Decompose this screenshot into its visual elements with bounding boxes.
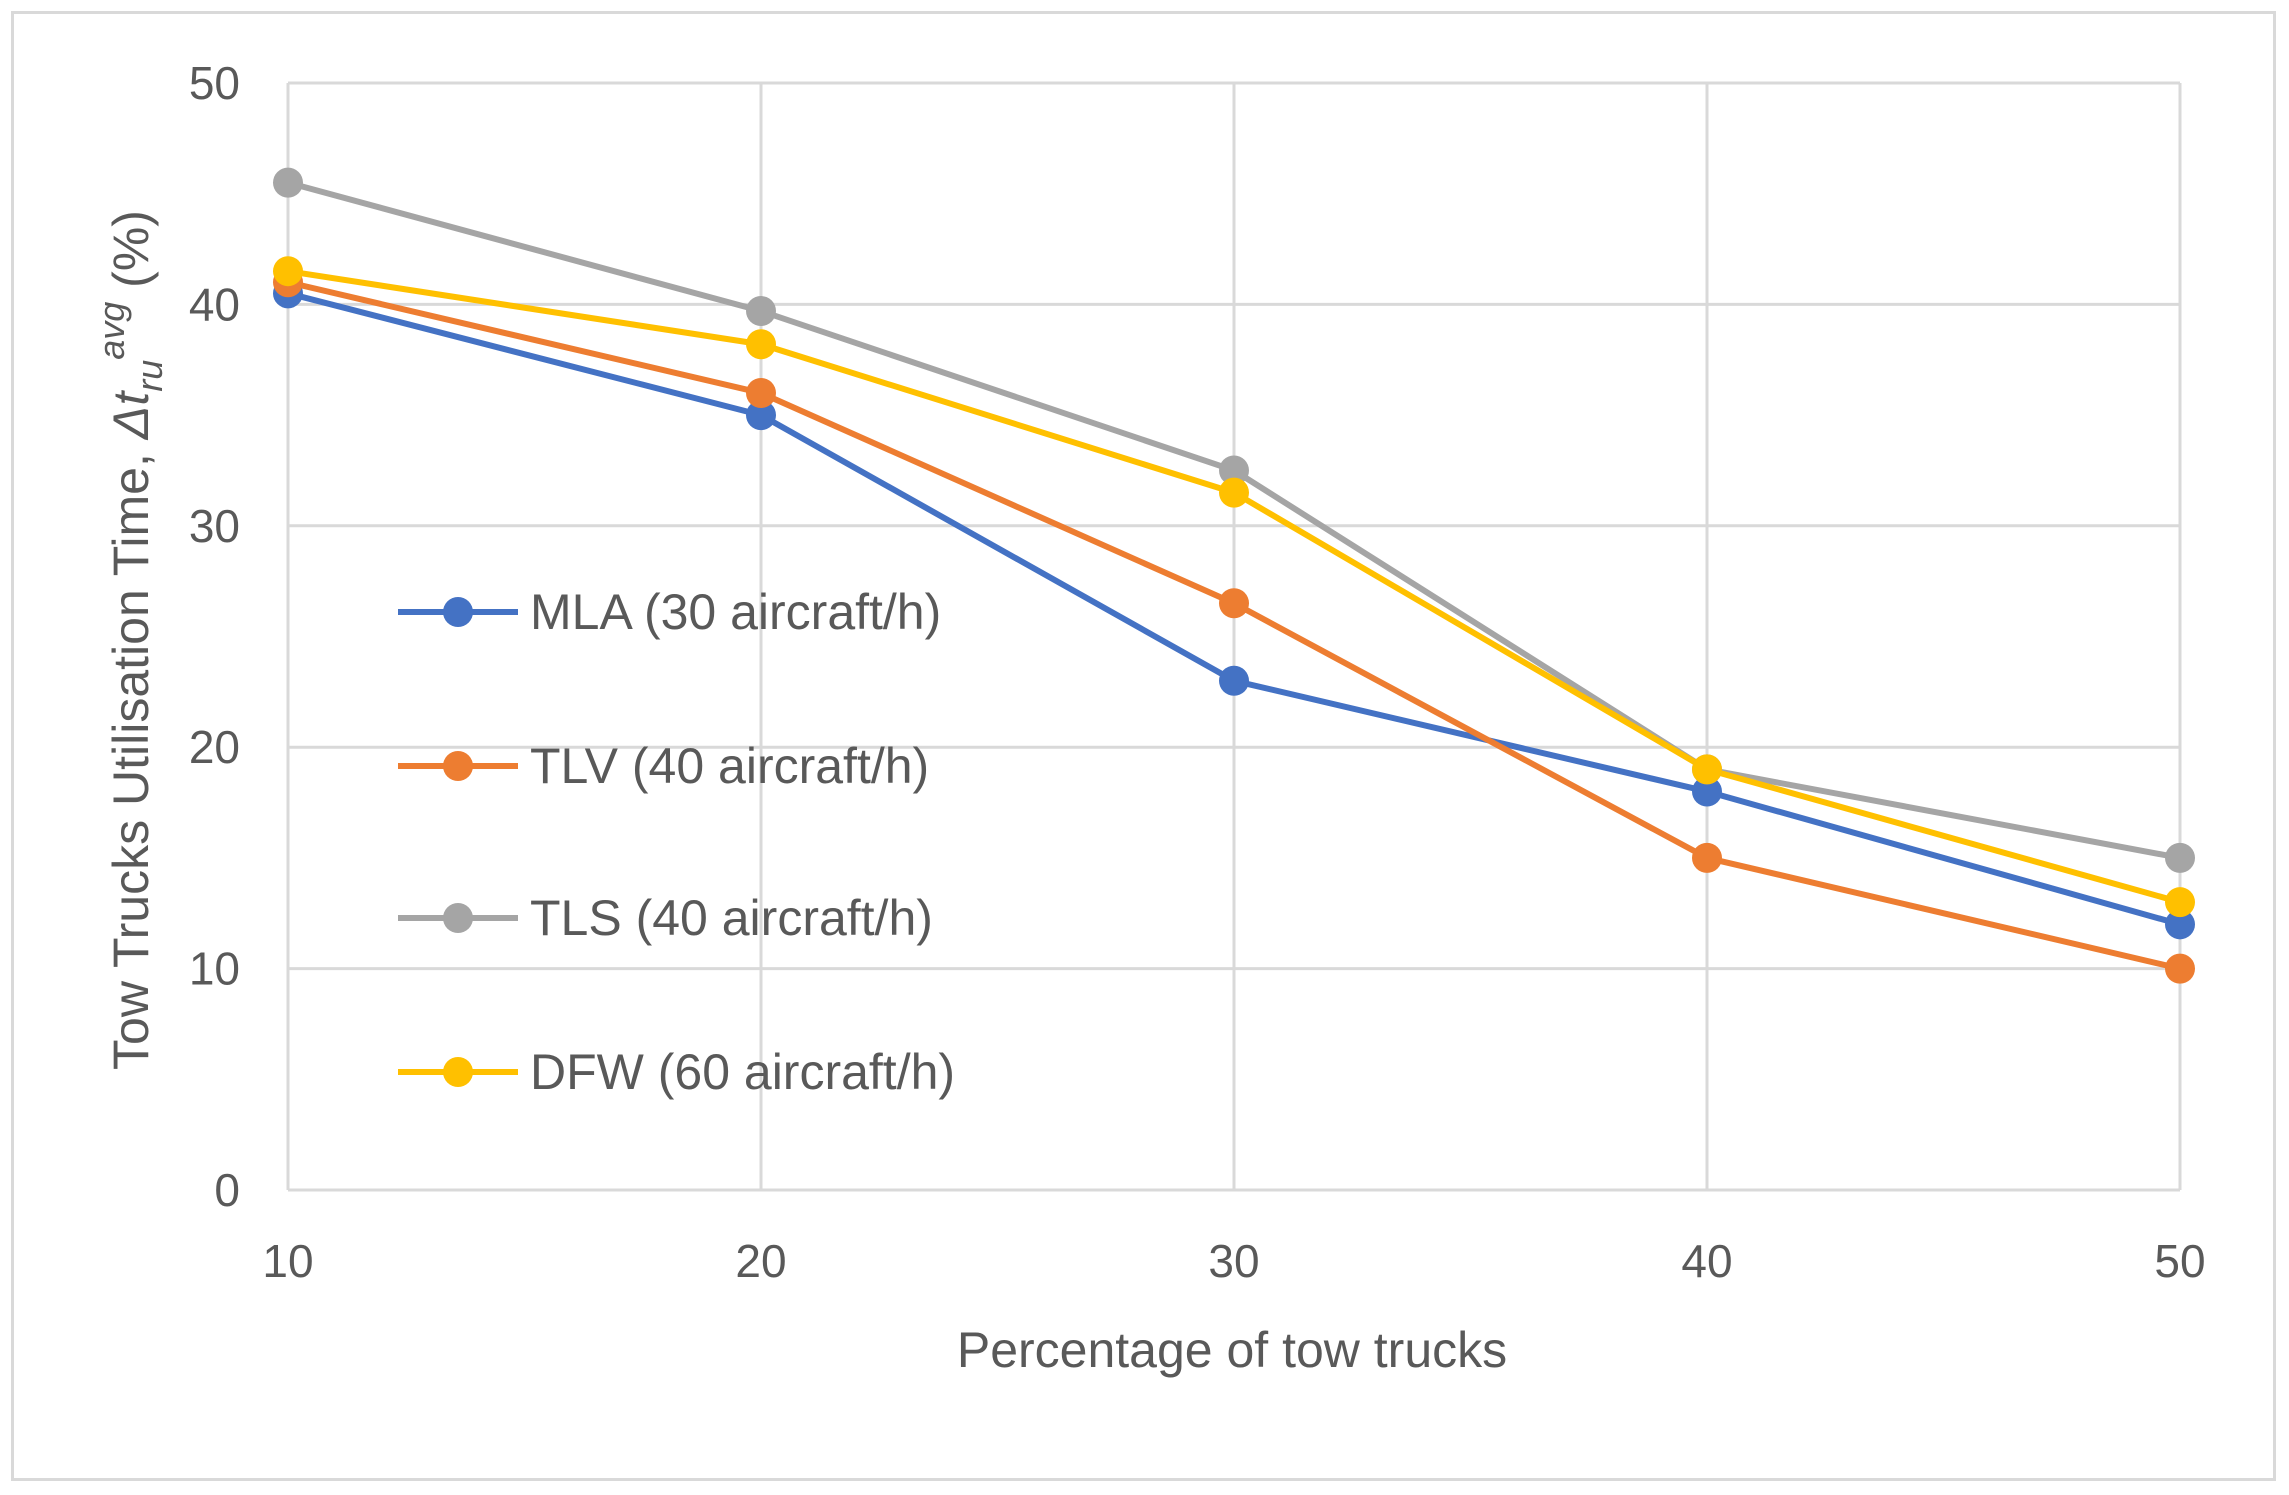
legend-label: DFW (60 aircraft/h) bbox=[530, 1044, 955, 1100]
legend-entry: TLS (40 aircraft/h) bbox=[398, 890, 933, 946]
data-point bbox=[1692, 842, 1722, 873]
x-tick-labels: 10 20 30 40 50 bbox=[262, 1235, 2205, 1287]
x-tick-label: 30 bbox=[1208, 1235, 1259, 1287]
y-tick-label: 30 bbox=[189, 500, 240, 552]
y-axis-title-unit: (%) bbox=[103, 210, 159, 302]
legend-entry: TLV (40 aircraft/h) bbox=[398, 738, 929, 794]
data-point bbox=[2165, 887, 2195, 918]
data-point bbox=[1692, 776, 1722, 807]
data-point bbox=[1219, 455, 1249, 486]
legend-label: TLS (40 aircraft/h) bbox=[530, 890, 933, 946]
data-point bbox=[273, 256, 303, 287]
data-point bbox=[1219, 588, 1249, 619]
x-tick-label: 10 bbox=[262, 1235, 313, 1287]
x-tick-label: 40 bbox=[1681, 1235, 1732, 1287]
legend-marker bbox=[443, 1057, 473, 1087]
y-axis-title-main: Tow Trucks Utilisation Time, bbox=[103, 439, 159, 1070]
legend: MLA (30 aircraft/h) TLV (40 aircraft/h) TL… bbox=[398, 584, 955, 1100]
data-point bbox=[746, 296, 776, 327]
y-tick-label: 0 bbox=[214, 1164, 240, 1216]
y-tick-label: 20 bbox=[189, 721, 240, 773]
data-point bbox=[2165, 842, 2195, 873]
y-tick-labels: 0 10 20 30 40 50 bbox=[189, 57, 240, 1216]
legend-marker bbox=[443, 597, 473, 627]
y-tick-label: 40 bbox=[189, 278, 240, 330]
data-point bbox=[1219, 477, 1249, 508]
legend-entry: DFW (60 aircraft/h) bbox=[398, 1044, 955, 1100]
data-point bbox=[2165, 953, 2195, 984]
legend-marker bbox=[443, 903, 473, 933]
x-tick-label: 20 bbox=[735, 1235, 786, 1287]
x-tick-label: 50 bbox=[2154, 1235, 2205, 1287]
series-points bbox=[273, 167, 2195, 984]
gridlines bbox=[286, 81, 2182, 1192]
legend-marker bbox=[443, 751, 473, 781]
data-point bbox=[273, 167, 303, 198]
legend-entry: MLA (30 aircraft/h) bbox=[398, 584, 941, 640]
y-tick-label: 10 bbox=[189, 943, 240, 995]
legend-label: MLA (30 aircraft/h) bbox=[530, 584, 941, 640]
y-axis-title-superscript: avg bbox=[91, 302, 132, 360]
data-point bbox=[1692, 754, 1722, 785]
data-point bbox=[2165, 909, 2195, 940]
data-point bbox=[746, 377, 776, 408]
y-axis-title: Tow Trucks Utilisation Time, Δtruavg (%) bbox=[91, 210, 170, 1070]
x-axis-title: Percentage of tow trucks bbox=[957, 1322, 1507, 1378]
data-point bbox=[746, 329, 776, 360]
y-tick-label: 50 bbox=[189, 57, 240, 109]
data-point bbox=[1219, 665, 1249, 696]
y-axis-title-symbol: Δt bbox=[103, 390, 159, 441]
legend-label: TLV (40 aircraft/h) bbox=[530, 738, 929, 794]
y-axis-title-subscript: ru bbox=[129, 360, 170, 392]
data-point bbox=[746, 400, 776, 431]
